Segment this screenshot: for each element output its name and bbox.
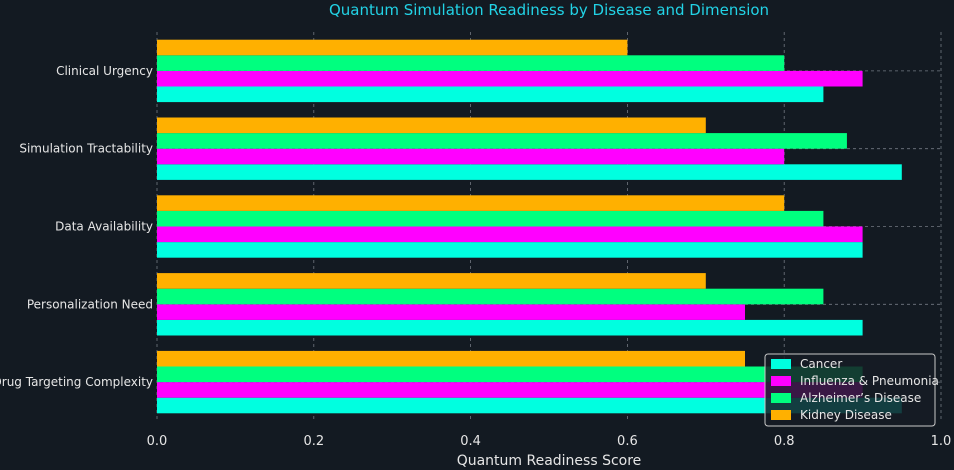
bar xyxy=(157,86,824,103)
category-label: Simulation Tractability xyxy=(19,142,153,156)
bar xyxy=(157,210,824,227)
legend-box xyxy=(764,353,936,427)
bar xyxy=(157,39,628,56)
chart-title: Quantum Simulation Readiness by Disease … xyxy=(329,1,769,19)
bar xyxy=(157,242,863,258)
bar xyxy=(157,319,863,336)
bar xyxy=(157,273,706,289)
legend-label: Cancer xyxy=(800,357,842,371)
bar xyxy=(157,195,785,211)
category-label: Personalization Need xyxy=(27,297,153,311)
bar xyxy=(157,133,847,149)
legend-swatch xyxy=(771,410,791,420)
bar xyxy=(157,164,902,180)
x-tick-labels: 0.0 0.2 0.4 0.6 0.8 1.0 xyxy=(147,434,952,449)
legend-swatch xyxy=(771,359,791,369)
x-tick-label: 0.4 xyxy=(460,434,481,449)
category-label: Clinical Urgency xyxy=(56,64,153,78)
bar xyxy=(157,55,785,71)
x-tick-label: 0.8 xyxy=(774,434,795,449)
legend-label: Alzheimer’s Disease xyxy=(800,391,921,405)
category-label: Data Availability xyxy=(55,220,153,234)
x-tick-label: 0.2 xyxy=(303,434,324,449)
legend-swatch xyxy=(771,393,791,403)
legend: Cancer Influenza & Pneumonia Alzheimer’s D… xyxy=(764,353,939,427)
legend-swatch xyxy=(771,376,791,386)
category-labels: Clinical Urgency Simulation Tractability D… xyxy=(0,64,153,389)
x-axis-title: Quantum Readiness Score xyxy=(457,453,642,469)
bar xyxy=(157,382,863,398)
bar xyxy=(157,288,824,305)
category-label: Drug Targeting Complexity xyxy=(0,375,153,389)
bar xyxy=(157,350,745,367)
x-tick-label: 0.6 xyxy=(617,434,638,449)
bar xyxy=(157,70,863,87)
legend-label: Influenza & Pneumonia xyxy=(800,374,939,388)
bars xyxy=(157,39,902,414)
x-tick-label: 0.0 xyxy=(147,434,168,449)
x-tick-label: 1.0 xyxy=(931,434,952,449)
bar xyxy=(157,117,706,134)
legend-label: Kidney Disease xyxy=(800,408,892,422)
bar xyxy=(157,366,863,383)
bar xyxy=(157,226,863,243)
bar xyxy=(157,397,902,414)
bar xyxy=(157,148,785,165)
bar xyxy=(157,304,745,320)
